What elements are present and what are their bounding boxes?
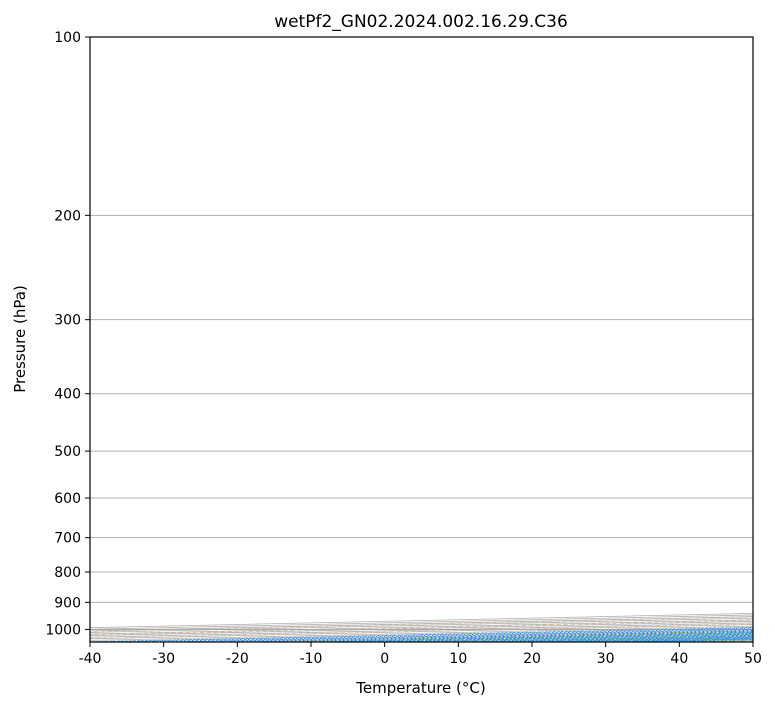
y-axis-label: Pressure (hPa) xyxy=(11,285,29,393)
y-tick-label: 100 xyxy=(54,30,81,46)
x-tick-label: -40 xyxy=(79,651,102,667)
x-tick-label: 30 xyxy=(597,651,615,667)
x-tick-label: 40 xyxy=(670,651,688,667)
y-tick-label: 700 xyxy=(54,531,81,547)
y-tick-label: 600 xyxy=(54,491,81,507)
x-tick-label: 20 xyxy=(523,651,541,667)
chart-title: wetPf2_GN02.2024.002.16.29.C36 xyxy=(274,12,568,32)
x-axis-label: Temperature (°C) xyxy=(355,679,485,697)
y-tick-label: 1000 xyxy=(45,622,81,638)
x-tick-label: -20 xyxy=(226,651,249,667)
y-tick-label: 500 xyxy=(54,444,81,460)
x-tick-label: 50 xyxy=(744,651,762,667)
y-tick-label: 300 xyxy=(54,313,81,329)
y-tick-label: 400 xyxy=(54,387,81,403)
x-tick-label: -30 xyxy=(152,651,175,667)
x-tick-label: -10 xyxy=(300,651,323,667)
y-tick-label: 900 xyxy=(54,595,81,611)
y-tick-label: 200 xyxy=(54,208,81,224)
x-tick-label: 0 xyxy=(380,651,389,667)
x-tick-label: 10 xyxy=(449,651,467,667)
y-tick-label: 800 xyxy=(54,565,81,581)
